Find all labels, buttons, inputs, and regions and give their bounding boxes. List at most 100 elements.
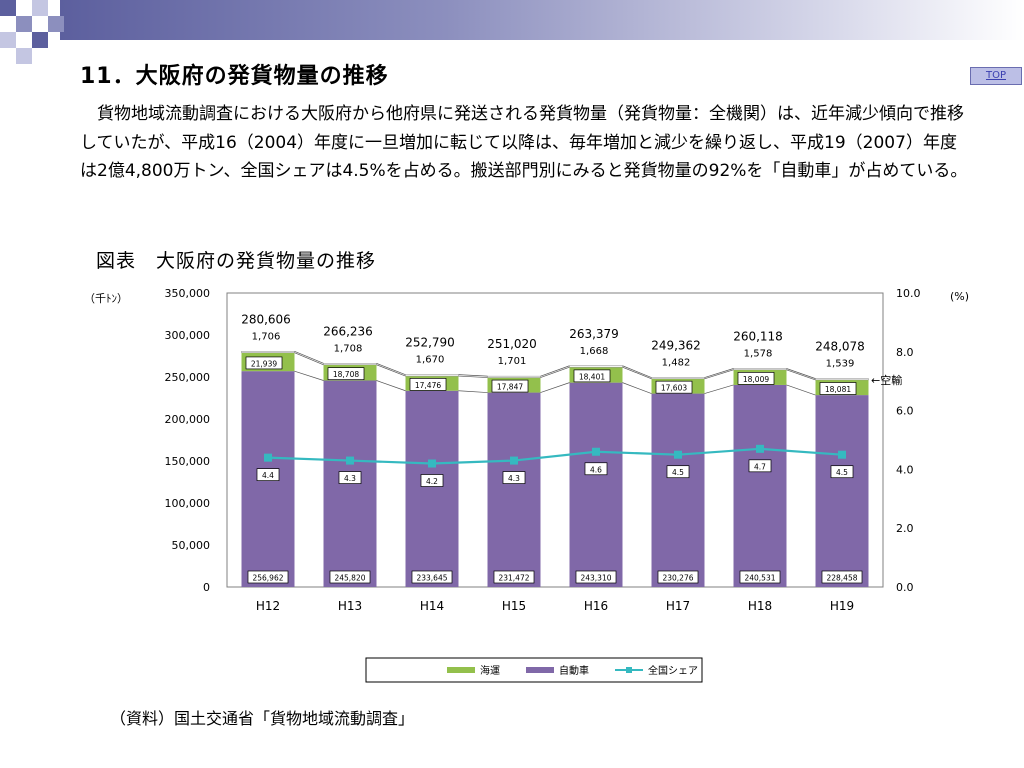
x-tick-label: H18 xyxy=(748,599,772,613)
top-button[interactable]: TOP xyxy=(970,67,1022,85)
bar-air xyxy=(487,375,541,378)
legend-swatch-share-marker xyxy=(626,667,632,673)
series-connector xyxy=(294,350,324,364)
header-square-decoration xyxy=(48,16,64,32)
share-value-label-box xyxy=(338,471,362,484)
page-title: 11．大阪府の発貨物量の推移 xyxy=(80,64,389,89)
y-left-tick-label: 150,000 xyxy=(165,455,211,468)
bar-sea xyxy=(651,378,705,394)
series-connector xyxy=(540,365,570,377)
truck-value-label-box xyxy=(657,570,699,584)
legend-swatch-sea xyxy=(447,667,475,673)
share-value-label-box xyxy=(666,465,690,479)
bar-truck xyxy=(323,380,377,587)
bar-sea xyxy=(405,376,459,391)
y-left-tick-label: 100,000 xyxy=(165,497,211,510)
header-square-decoration xyxy=(32,0,48,16)
series-connector xyxy=(376,380,406,392)
series-connector xyxy=(622,382,652,394)
total-value-label: 280,606 xyxy=(241,312,291,326)
share-value-label-box xyxy=(584,462,608,476)
bar-sea xyxy=(733,369,787,385)
share-value-label-box xyxy=(502,471,526,484)
header-square-decoration xyxy=(16,16,32,32)
x-tick-label: H16 xyxy=(584,599,608,613)
series-connector xyxy=(622,365,652,378)
truck-value-label-box xyxy=(411,570,453,584)
air-value-label: 1,578 xyxy=(744,349,773,360)
x-tick-label: H12 xyxy=(256,599,280,613)
y-left-tick-label: 0 xyxy=(203,581,210,594)
share-value-label: 4.5 xyxy=(836,468,848,477)
x-tick-label: H13 xyxy=(338,599,362,613)
bar-sea xyxy=(815,379,869,396)
series-connector xyxy=(704,384,734,394)
y-right-tick-label: 6.0 xyxy=(896,405,914,418)
total-value-label: 263,379 xyxy=(569,327,619,341)
truck-value-label-box xyxy=(575,570,617,584)
truck-value-label: 240,531 xyxy=(744,574,775,583)
x-tick-label: H17 xyxy=(666,599,690,613)
share-point xyxy=(592,447,600,456)
share-value-label-box xyxy=(256,468,280,481)
x-tick-label: H15 xyxy=(502,599,526,613)
series-connector xyxy=(376,363,406,375)
figure-title: 図表 大阪府の発貨物量の推移 xyxy=(96,250,377,272)
sea-value-label: 21,939 xyxy=(251,359,277,368)
total-value-label: 252,790 xyxy=(405,336,455,350)
bar-air xyxy=(733,368,787,371)
air-value-label: 1,539 xyxy=(826,359,855,370)
y-left-tick-label: 200,000 xyxy=(165,413,211,426)
y-left-tick-label: 300,000 xyxy=(165,329,211,342)
x-tick-label: H14 xyxy=(420,599,444,613)
sea-value-label-box xyxy=(327,367,365,381)
bar-air xyxy=(241,351,295,353)
left-axis-unit: （千ﾄﾝ） xyxy=(84,292,128,305)
total-value-label: 249,362 xyxy=(651,339,701,353)
header-square-decoration xyxy=(0,32,16,48)
sea-value-label: 17,603 xyxy=(661,384,687,393)
share-point xyxy=(838,450,846,459)
header-square-decoration xyxy=(0,0,16,16)
y-right-tick-label: 10.0 xyxy=(896,287,921,300)
share-value-label-box xyxy=(420,474,444,487)
sea-value-label: 18,708 xyxy=(333,370,359,379)
sea-value-label: 18,401 xyxy=(579,372,605,381)
truck-value-label: 233,645 xyxy=(416,574,447,583)
total-value-label: 266,236 xyxy=(323,324,373,338)
sea-value-label-box xyxy=(491,379,529,393)
share-value-label: 4.6 xyxy=(590,465,602,474)
share-value-label-box xyxy=(830,465,854,479)
bar-truck xyxy=(487,392,541,587)
air-value-label: 1,706 xyxy=(252,331,281,342)
y-right-tick-label: 8.0 xyxy=(896,346,914,359)
series-connector xyxy=(458,375,488,378)
series-connector xyxy=(704,369,734,380)
air-value-label: 1,701 xyxy=(498,356,527,367)
legend-swatch-truck xyxy=(526,667,554,673)
truck-value-label: 230,276 xyxy=(662,574,693,583)
share-value-label-box xyxy=(748,459,772,473)
share-point xyxy=(346,456,354,465)
bar-sea xyxy=(323,364,377,381)
truck-value-label-box xyxy=(739,570,781,584)
truck-value-label-box xyxy=(329,570,371,584)
legend-label-share: 全国シェア xyxy=(648,664,698,677)
y-right-tick-label: 0.0 xyxy=(896,581,914,594)
y-left-tick-label: 50,000 xyxy=(172,539,211,552)
air-annotation: ←空輸 xyxy=(871,373,902,387)
y-left-tick-label: 250,000 xyxy=(165,371,211,384)
share-value-label: 4.5 xyxy=(672,468,684,477)
truck-value-label: 228,458 xyxy=(826,574,857,583)
total-value-label: 251,020 xyxy=(487,337,537,351)
share-point xyxy=(510,456,518,465)
air-value-label: 1,482 xyxy=(662,358,691,369)
sea-value-label-box xyxy=(573,369,611,383)
share-value-label: 4.7 xyxy=(754,462,766,471)
right-axis-unit: (%) xyxy=(950,290,970,303)
truck-value-label-box xyxy=(821,570,863,584)
bar-sea xyxy=(487,377,541,393)
truck-value-label-box xyxy=(493,570,535,584)
header-gradient-bar xyxy=(60,0,1024,40)
share-point xyxy=(428,459,436,468)
